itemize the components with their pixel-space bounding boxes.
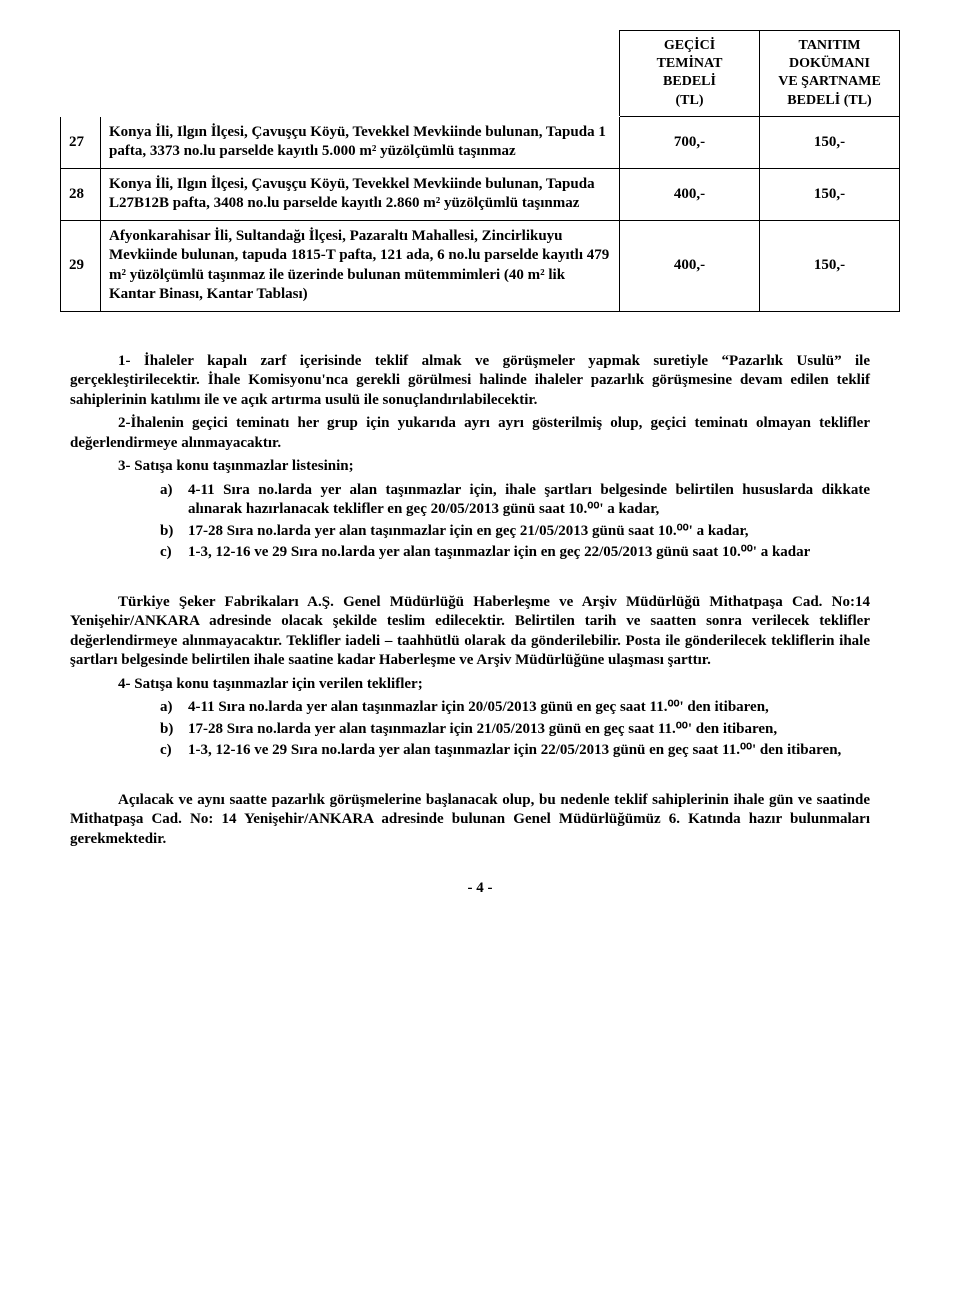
property-table: GEÇİCİ TEMİNAT BEDELİ (TL) TANITIM DOKÜM…	[60, 30, 900, 312]
row-num: 28	[61, 168, 101, 220]
row-p1: 400,-	[620, 220, 760, 311]
page-number: - 4 -	[60, 879, 900, 899]
paragraph-2: 2-İhalenin geçici teminatı her grup için…	[70, 414, 870, 453]
paragraph-4-intro: 4- Satışa konu taşınmazlar için verilen …	[70, 675, 870, 695]
list-item: a) 4-11 Sıra no.larda yer alan taşınmazl…	[160, 481, 870, 520]
paragraph-mid: Türkiye Şeker Fabrikaları A.Ş. Genel Müd…	[70, 593, 870, 671]
paragraph-1: 1- İhaleler kapalı zarf içerisinde tekli…	[70, 352, 870, 411]
list-marker: a)	[160, 481, 188, 520]
list-item: c) 1-3, 12-16 ve 29 Sıra no.larda yer al…	[160, 543, 870, 563]
list-item: a) 4-11 Sıra no.larda yer alan taşınmazl…	[160, 698, 870, 718]
table-header-row: GEÇİCİ TEMİNAT BEDELİ (TL) TANITIM DOKÜM…	[61, 31, 900, 117]
row-p1: 400,-	[620, 168, 760, 220]
body-text-block-3: Açılacak ve aynı saatte pazarlık görüşme…	[70, 791, 870, 850]
row-desc: Afyonkarahisar İli, Sultandağı İlçesi, P…	[101, 220, 620, 311]
header-tanitim: TANITIM DOKÜMANI VE ŞARTNAME BEDELİ (TL)	[760, 31, 900, 117]
row-num: 29	[61, 220, 101, 311]
list-text: 17-28 Sıra no.larda yer alan taşınmazlar…	[188, 720, 870, 740]
list-text: 1-3, 12-16 ve 29 Sıra no.larda yer alan …	[188, 741, 870, 761]
list-text: 17-28 Sıra no.larda yer alan taşınmazlar…	[188, 522, 870, 542]
body-text-block-2: Türkiye Şeker Fabrikaları A.Ş. Genel Müd…	[70, 593, 870, 761]
list-marker: c)	[160, 543, 188, 563]
row-p2: 150,-	[760, 116, 900, 168]
list-3: a) 4-11 Sıra no.larda yer alan taşınmazl…	[160, 481, 870, 563]
paragraph-3-intro: 3- Satışa konu taşınmazlar listesinin;	[70, 457, 870, 477]
list-marker: a)	[160, 698, 188, 718]
header-gecici: GEÇİCİ TEMİNAT BEDELİ (TL)	[620, 31, 760, 117]
body-text-block: 1- İhaleler kapalı zarf içerisinde tekli…	[70, 352, 870, 563]
row-p2: 150,-	[760, 168, 900, 220]
table-row: 29 Afyonkarahisar İli, Sultandağı İlçesi…	[61, 220, 900, 311]
list-marker: c)	[160, 741, 188, 761]
list-text: 4-11 Sıra no.larda yer alan taşınmazlar …	[188, 698, 870, 718]
row-desc: Konya İli, Ilgın İlçesi, Çavuşçu Köyü, T…	[101, 168, 620, 220]
list-text: 1-3, 12-16 ve 29 Sıra no.larda yer alan …	[188, 543, 870, 563]
list-item: b) 17-28 Sıra no.larda yer alan taşınmaz…	[160, 522, 870, 542]
row-desc: Konya İli, Ilgın İlçesi, Çavuşçu Köyü, T…	[101, 116, 620, 168]
list-text: 4-11 Sıra no.larda yer alan taşınmazlar …	[188, 481, 870, 520]
list-item: c) 1-3, 12-16 ve 29 Sıra no.larda yer al…	[160, 741, 870, 761]
list-marker: b)	[160, 720, 188, 740]
row-p1: 700,-	[620, 116, 760, 168]
table-row: 27 Konya İli, Ilgın İlçesi, Çavuşçu Köyü…	[61, 116, 900, 168]
row-p2: 150,-	[760, 220, 900, 311]
list-4: a) 4-11 Sıra no.larda yer alan taşınmazl…	[160, 698, 870, 761]
table-row: 28 Konya İli, Ilgın İlçesi, Çavuşçu Köyü…	[61, 168, 900, 220]
row-num: 27	[61, 116, 101, 168]
list-item: b) 17-28 Sıra no.larda yer alan taşınmaz…	[160, 720, 870, 740]
paragraph-last: Açılacak ve aynı saatte pazarlık görüşme…	[70, 791, 870, 850]
list-marker: b)	[160, 522, 188, 542]
